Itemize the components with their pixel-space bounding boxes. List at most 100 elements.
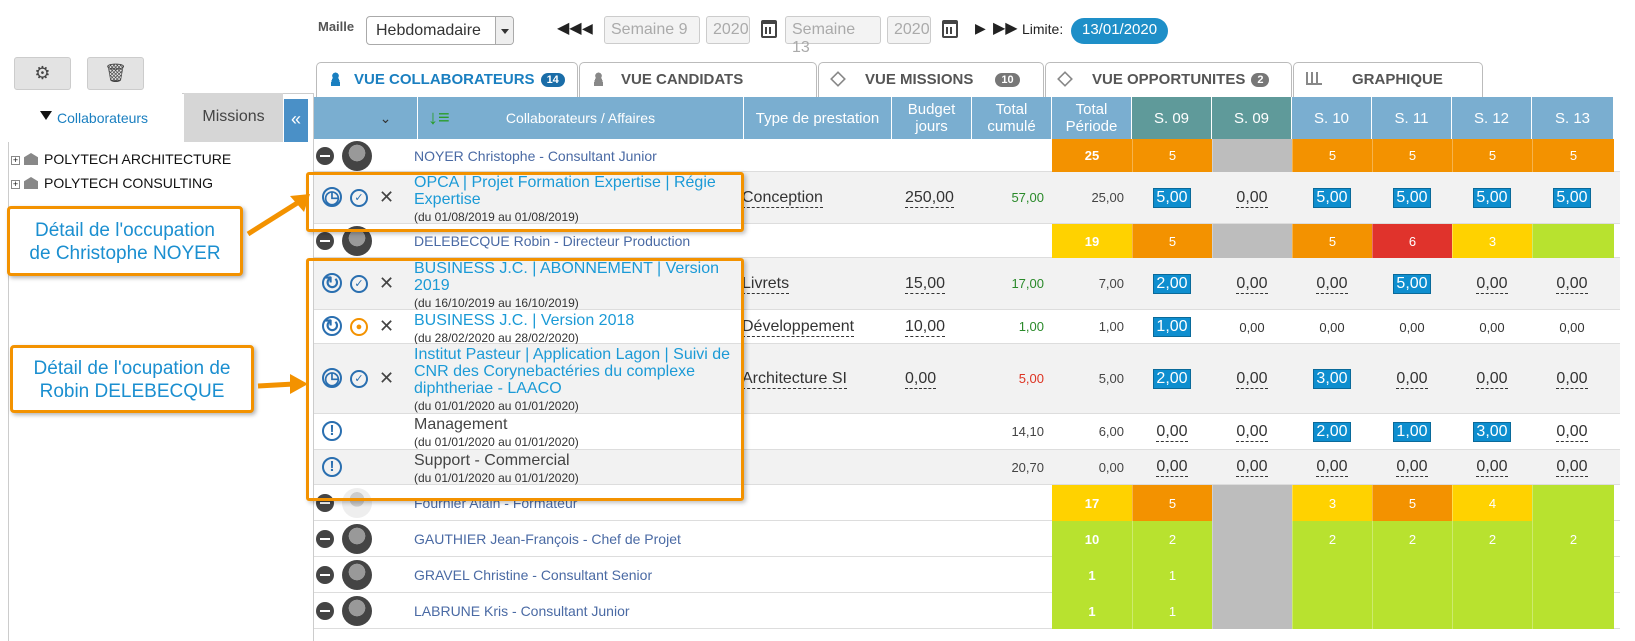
trash-icon[interactable]: 🗑 bbox=[87, 57, 144, 90]
week-value-input[interactable]: 0,00 bbox=[1236, 458, 1268, 477]
collapse-row-icon[interactable] bbox=[316, 602, 334, 620]
expand-icon[interactable]: + bbox=[11, 179, 20, 189]
week-value-input[interactable]: 0,00 bbox=[1476, 458, 1508, 477]
week-value-input[interactable]: 0,00 bbox=[1396, 458, 1428, 477]
task-title[interactable]: diphtheriae - LAACO bbox=[414, 380, 562, 397]
header-type[interactable]: Type de prestation bbox=[744, 97, 892, 139]
header-expand[interactable]: ⌄ bbox=[314, 97, 418, 139]
header-total-periode[interactable]: Total Période bbox=[1052, 97, 1132, 139]
task-title[interactable]: BUSINESS J.C. | ABONNEMENT | Version bbox=[414, 260, 719, 277]
close-icon[interactable]: ✕ bbox=[379, 187, 395, 207]
tab-vue-collaborateurs[interactable]: VUE COLLABORATEURS 14 bbox=[316, 62, 578, 97]
close-icon[interactable]: ✕ bbox=[379, 316, 395, 336]
expand-icon[interactable]: + bbox=[11, 155, 20, 165]
header-total-cumule[interactable]: Total cumulé bbox=[972, 97, 1052, 139]
type-prestation[interactable]: Livrets bbox=[742, 275, 790, 294]
header-week[interactable]: S. 13 bbox=[1532, 97, 1614, 139]
person-name[interactable]: LABRUNE Kris - Consultant Junior bbox=[414, 603, 630, 619]
week-value-input[interactable]: 5,00 bbox=[1393, 188, 1431, 208]
clock-icon[interactable]: ◷ bbox=[322, 187, 342, 207]
check-circle-icon[interactable]: ✓ bbox=[350, 189, 368, 207]
task-title[interactable]: 2019 bbox=[414, 277, 450, 294]
week-value-input[interactable]: 0,00 bbox=[1556, 458, 1588, 477]
header-week[interactable]: S. 10 bbox=[1292, 97, 1372, 139]
week-value-input[interactable]: 3,00 bbox=[1473, 422, 1511, 442]
week-value-input[interactable]: 0,00 bbox=[1236, 188, 1268, 208]
header-week[interactable]: S. 09 bbox=[1212, 97, 1292, 139]
person-name[interactable]: GAUTHIER Jean-François - Chef de Projet bbox=[414, 531, 681, 547]
week-value-input[interactable]: 1,00 bbox=[1153, 317, 1191, 337]
gear-icon[interactable]: ⚙ bbox=[14, 57, 71, 90]
close-icon[interactable]: ✕ bbox=[379, 273, 395, 293]
collapse-row-icon[interactable] bbox=[316, 566, 334, 584]
tree-item[interactable]: + POLYTECH CONSULTING bbox=[11, 175, 213, 191]
tab-vue-opportunites[interactable]: VUE OPPORTUNITES 2 bbox=[1045, 62, 1292, 97]
type-prestation[interactable]: Architecture SI bbox=[742, 370, 847, 389]
week-value-input[interactable]: 0,00 bbox=[1559, 319, 1585, 335]
header-week[interactable]: S. 09 bbox=[1132, 97, 1212, 139]
week-value-input[interactable]: 0,00 bbox=[1556, 422, 1588, 442]
person-name[interactable]: DELEBECQUE Robin - Directeur Production bbox=[414, 233, 691, 249]
task-title[interactable]: Institut Pasteur | Application Lagon | S… bbox=[414, 346, 731, 363]
check-circle-icon[interactable]: ✓ bbox=[350, 275, 368, 293]
week-value-input[interactable]: 0,00 bbox=[1479, 319, 1505, 335]
collapse-icon[interactable]: « bbox=[284, 99, 308, 142]
week-value-input[interactable]: 5,00 bbox=[1553, 188, 1591, 208]
tab-graphique[interactable]: GRAPHIQUE bbox=[1293, 62, 1483, 97]
week-value-input[interactable]: 1,00 bbox=[1393, 422, 1431, 442]
week-value-input[interactable]: 0,00 bbox=[1156, 458, 1188, 477]
week-value-input[interactable]: 0,00 bbox=[1399, 319, 1425, 335]
refresh-clock-icon[interactable]: ↻ bbox=[322, 316, 342, 336]
task-title[interactable]: OPCA | Projet Formation Expertise | Régi… bbox=[414, 174, 716, 191]
alert-clock-icon[interactable]: ! bbox=[322, 421, 342, 441]
end-week-input[interactable]: Semaine 13 bbox=[785, 16, 881, 56]
task-title[interactable]: BUSINESS J.C. | Version 2018 bbox=[414, 312, 635, 329]
collapse-row-icon[interactable] bbox=[316, 232, 334, 250]
week-value-input[interactable]: 0,00 bbox=[1556, 369, 1588, 389]
maille-select[interactable]: Hebdomadaire bbox=[366, 16, 514, 45]
check-circle-icon[interactable]: ✓ bbox=[350, 370, 368, 388]
week-value-input[interactable]: 0,00 bbox=[1476, 274, 1508, 294]
next-page-icon[interactable]: ▶ bbox=[975, 20, 986, 36]
week-value-input[interactable]: 5,00 bbox=[1473, 188, 1511, 208]
budget-input[interactable]: 15,00 bbox=[905, 274, 946, 294]
clock-icon[interactable]: ◷ bbox=[322, 368, 342, 388]
start-week-input[interactable]: Semaine 9 bbox=[604, 16, 700, 44]
week-value-input[interactable]: 0,00 bbox=[1156, 422, 1188, 442]
week-value-input[interactable]: 5,00 bbox=[1313, 188, 1351, 208]
last-page-icon[interactable]: ▶▶ bbox=[993, 20, 1018, 37]
week-value-input[interactable]: 2,00 bbox=[1313, 422, 1351, 442]
person-name[interactable]: GRAVEL Christine - Consultant Senior bbox=[414, 567, 653, 583]
end-year-input[interactable]: 2020 bbox=[887, 16, 931, 44]
tab-collaborateurs[interactable]: Collaborateurs bbox=[8, 93, 182, 142]
type-prestation[interactable]: Conception bbox=[742, 189, 823, 208]
calendar-icon[interactable] bbox=[761, 20, 777, 38]
tab-vue-candidats[interactable]: VUE CANDIDATS bbox=[579, 62, 817, 97]
week-value-input[interactable]: 0,00 bbox=[1396, 369, 1428, 389]
start-year-input[interactable]: 2020 bbox=[706, 16, 750, 44]
budget-input[interactable]: 10,00 bbox=[905, 317, 946, 337]
first-page-icon[interactable]: ◀◀ bbox=[557, 20, 582, 37]
week-value-input[interactable]: 0,00 bbox=[1476, 369, 1508, 389]
week-value-input[interactable]: 0,00 bbox=[1316, 458, 1348, 477]
week-value-input[interactable]: 0,00 bbox=[1239, 319, 1265, 335]
collapse-row-icon[interactable] bbox=[316, 146, 334, 165]
week-value-input[interactable]: 0,00 bbox=[1319, 319, 1345, 335]
header-week[interactable]: S. 12 bbox=[1452, 97, 1532, 139]
budget-input[interactable]: 0,00 bbox=[905, 369, 937, 389]
week-value-input[interactable]: 0,00 bbox=[1236, 369, 1268, 389]
header-week[interactable]: S. 11 bbox=[1372, 97, 1452, 139]
collapse-row-icon[interactable] bbox=[316, 530, 334, 548]
week-value-input[interactable]: 0,00 bbox=[1556, 274, 1588, 294]
task-title[interactable]: Expertise bbox=[414, 191, 481, 208]
week-value-input[interactable]: 0,00 bbox=[1236, 422, 1268, 442]
week-value-input[interactable]: 2,00 bbox=[1153, 369, 1191, 389]
week-value-input[interactable]: 5,00 bbox=[1153, 188, 1191, 208]
tree-item[interactable]: + POLYTECH ARCHITECTURE bbox=[11, 151, 231, 167]
week-value-input[interactable]: 2,00 bbox=[1153, 274, 1191, 294]
refresh-clock-icon[interactable]: ↻ bbox=[322, 273, 342, 293]
calendar-icon[interactable] bbox=[942, 20, 958, 38]
week-value-input[interactable]: 0,00 bbox=[1316, 274, 1348, 294]
week-value-input[interactable]: 0,00 bbox=[1236, 274, 1268, 294]
tab-missions[interactable]: Missions bbox=[184, 93, 283, 142]
